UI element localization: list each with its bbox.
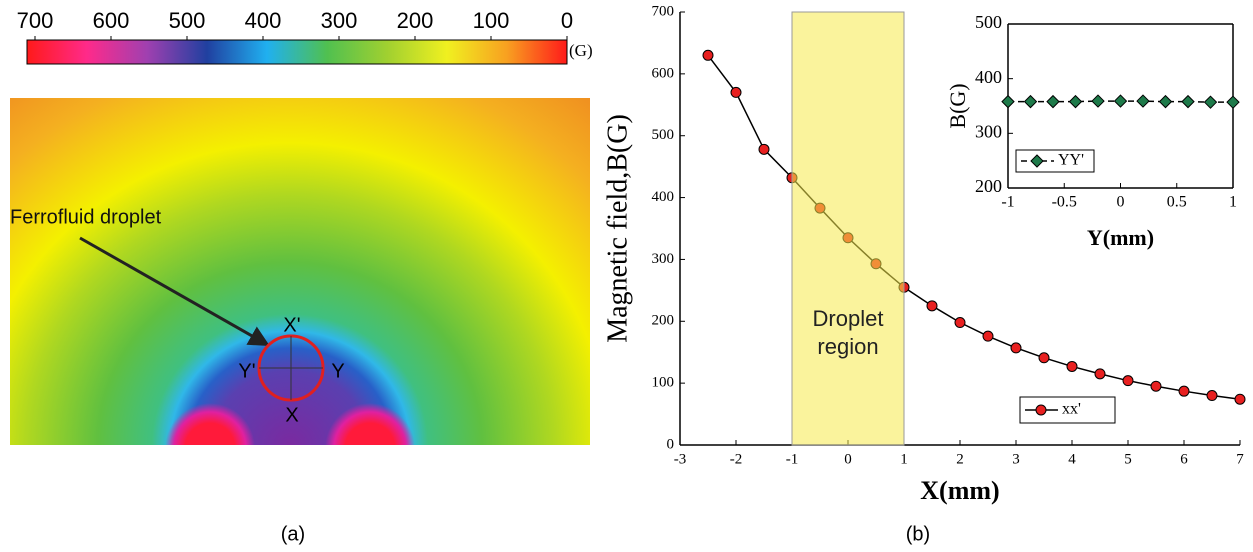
legend: [1015, 149, 1095, 173]
marker: [1001, 94, 1015, 109]
marker: [1206, 390, 1218, 402]
x-tick-label: 0.5: [1167, 194, 1187, 211]
field-map: [10, 98, 590, 445]
marker: [1091, 94, 1105, 108]
region-label: region: [817, 334, 878, 359]
marker: [1226, 95, 1240, 109]
point-label: X: [285, 404, 298, 426]
y-tick-label: 700: [652, 3, 675, 19]
panel-label: (b): [906, 523, 930, 545]
x-tick-label: -1: [786, 451, 799, 467]
point-label: X': [283, 314, 300, 336]
x-tick-label: -3: [674, 451, 687, 467]
marker: [1181, 94, 1195, 109]
marker: [1038, 352, 1050, 364]
colorbar-tick-label: 300: [321, 8, 358, 33]
y-axis-label: B(G): [945, 83, 970, 128]
panel-label: (a): [281, 523, 305, 545]
legend-marker: [1030, 154, 1044, 168]
y-tick-label: 200: [975, 176, 1002, 196]
marker: [1066, 360, 1078, 372]
marker: [1158, 94, 1173, 109]
marker: [982, 330, 994, 342]
y-tick-label: 200: [652, 313, 675, 329]
x-tick-label: 1: [1229, 194, 1237, 211]
x-axis-label: Y(mm): [1087, 225, 1154, 250]
region: [791, 11, 905, 446]
marker: [954, 317, 966, 329]
point-label: Y': [238, 360, 255, 382]
marker: [926, 300, 938, 312]
x-tick-label: 7: [1236, 451, 1244, 467]
x-axis-label: X(mm): [920, 476, 999, 505]
x-tick-label: -1: [1001, 194, 1014, 211]
marker: [1150, 380, 1162, 392]
x-tick-label: 0: [844, 451, 852, 467]
x-tick-label: -2: [730, 451, 743, 467]
colorbar-tick-label: 200: [397, 8, 434, 33]
colorbar-tick-label: 700: [17, 8, 54, 33]
colorbar-tick-label: 600: [93, 8, 130, 33]
legend-label: YY': [1058, 152, 1084, 169]
y-tick-label: 500: [975, 12, 1002, 32]
colorbar-unit: (G): [569, 41, 593, 60]
marker: [1203, 95, 1218, 109]
series-line: [707, 54, 1241, 400]
region-label: Droplet: [813, 306, 884, 331]
marker: [758, 143, 770, 155]
x-tick-label: 2: [956, 451, 964, 467]
colorbar-tick-label: 500: [169, 8, 206, 33]
y-axis-label: Magnetic field,B(G): [602, 114, 633, 343]
marker: [1122, 375, 1134, 387]
y-tick-label: 400: [652, 189, 675, 205]
marker: [1046, 94, 1060, 109]
y-tick-label: 300: [652, 251, 675, 267]
colorbar-tick-label: 0: [561, 8, 573, 33]
marker: [1178, 385, 1190, 397]
x-tick-label: 0: [1117, 194, 1125, 211]
marker: [1234, 393, 1246, 405]
colorbar-tick-label: 400: [245, 8, 282, 33]
x-tick-label: 6: [1180, 451, 1188, 467]
point-label: Y: [331, 360, 344, 382]
y-tick-label: 500: [652, 127, 675, 143]
marker: [1094, 368, 1106, 380]
marker: [1023, 94, 1038, 109]
x-tick-label: 3: [1012, 451, 1020, 467]
x-tick-label: -0.5: [1052, 194, 1077, 211]
colorbar-tick-label: 100: [473, 8, 510, 33]
y-tick-label: 0: [667, 436, 675, 452]
y-tick-label: 100: [652, 375, 675, 391]
legend-marker: [1035, 404, 1047, 416]
y-tick-label: 400: [975, 67, 1002, 87]
x-tick-label: 5: [1124, 451, 1132, 467]
y-tick-label: 600: [652, 65, 675, 81]
colorbar: [26, 39, 568, 65]
annotation: Ferrofluid droplet: [10, 206, 162, 228]
marker: [1068, 94, 1083, 109]
x-tick-label: 1: [900, 451, 908, 467]
arrow: [79, 236, 270, 347]
marker: [1010, 342, 1022, 354]
marker: [1136, 94, 1150, 108]
y-tick-label: 300: [975, 121, 1002, 141]
marker: [1113, 94, 1128, 108]
marker: [702, 49, 714, 61]
marker: [730, 86, 742, 98]
legend-label: xx': [1062, 401, 1081, 418]
x-tick-label: 4: [1068, 451, 1076, 467]
